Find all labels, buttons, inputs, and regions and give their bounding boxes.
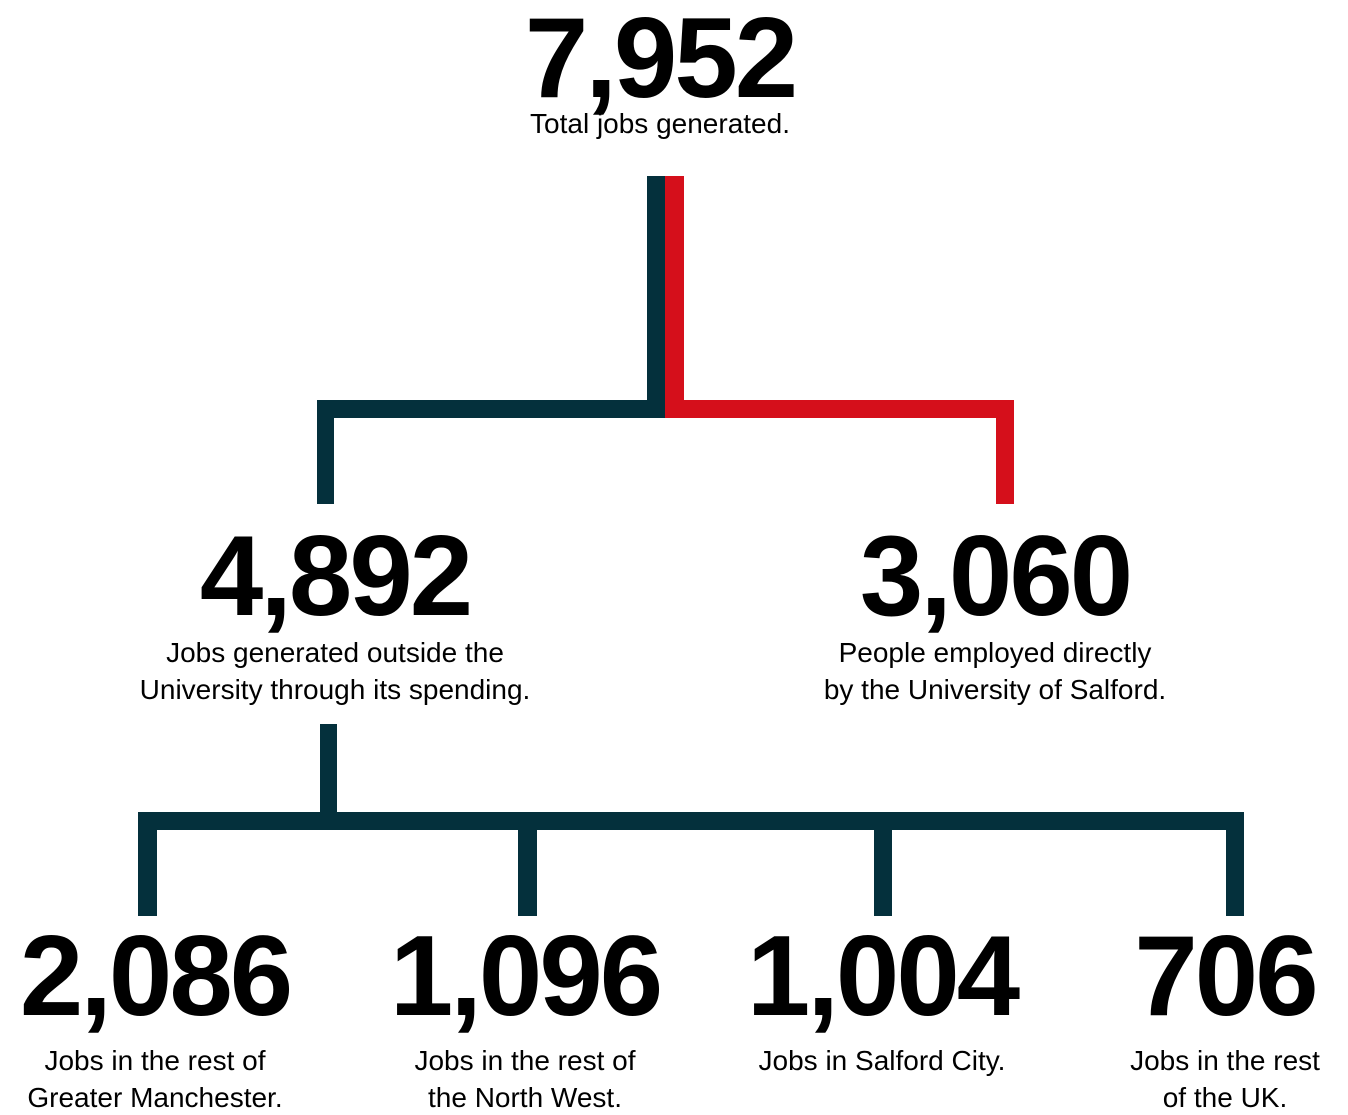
sub-drop bbox=[518, 812, 537, 916]
node-value: 7,952 bbox=[525, 0, 795, 122]
node-label: Total jobs generated. bbox=[530, 108, 790, 139]
node-value: 4,892 bbox=[200, 513, 470, 640]
drop-red bbox=[996, 400, 1014, 504]
sub-drop bbox=[874, 812, 892, 916]
node-value: 2,086 bbox=[20, 913, 290, 1040]
node-label: Jobs in the rest of bbox=[44, 1045, 265, 1076]
node-value: 3,060 bbox=[860, 513, 1130, 640]
node-label: Jobs in the rest bbox=[1130, 1045, 1320, 1076]
node-label: Jobs in Salford City. bbox=[759, 1045, 1006, 1076]
node-label: Jobs in the rest of bbox=[414, 1045, 635, 1076]
trunk-dark bbox=[647, 176, 665, 418]
sub-drop bbox=[1226, 812, 1244, 916]
node-label: Greater Manchester. bbox=[27, 1082, 282, 1113]
node-value: 1,004 bbox=[747, 913, 1020, 1040]
connectors bbox=[138, 176, 1244, 916]
node-label: of the UK. bbox=[1163, 1082, 1288, 1113]
node-value: 1,096 bbox=[390, 913, 660, 1040]
branch-red bbox=[665, 400, 1014, 418]
node-label: by the University of Salford. bbox=[824, 674, 1166, 705]
node-label: University through its spending. bbox=[140, 674, 531, 705]
branch-dark bbox=[317, 400, 665, 418]
node-label: People employed directly bbox=[839, 637, 1152, 668]
trunk-red bbox=[665, 176, 684, 418]
node-value: 706 bbox=[1134, 913, 1315, 1040]
sub-drop bbox=[138, 812, 157, 916]
sub-branch bbox=[138, 812, 1244, 830]
node-label: Jobs generated outside the bbox=[166, 637, 504, 668]
node-label: the North West. bbox=[428, 1082, 622, 1113]
drop-dark bbox=[317, 400, 334, 504]
sub-trunk bbox=[320, 724, 337, 830]
